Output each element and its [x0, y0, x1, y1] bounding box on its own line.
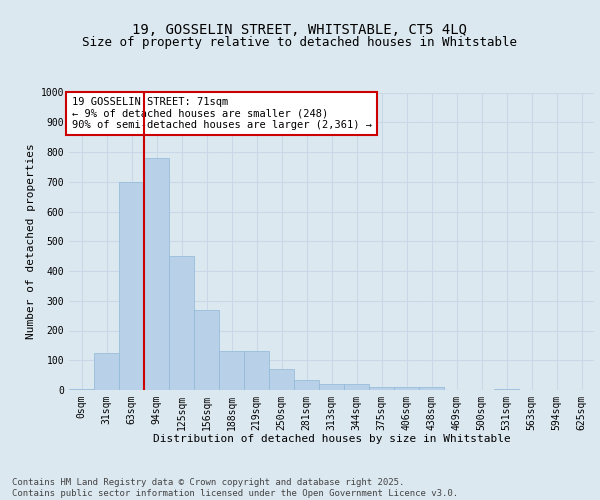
Text: Size of property relative to detached houses in Whitstable: Size of property relative to detached ho…: [83, 36, 517, 49]
Bar: [94, 353, 119, 390]
Bar: [369, 387, 394, 390]
Bar: [394, 387, 419, 390]
Bar: [194, 310, 219, 390]
Bar: [294, 380, 319, 390]
Bar: [269, 369, 294, 390]
Bar: [69, 388, 94, 390]
Bar: [144, 158, 169, 390]
Bar: [219, 352, 244, 390]
Bar: [119, 182, 144, 390]
Bar: [319, 384, 344, 390]
Y-axis label: Number of detached properties: Number of detached properties: [26, 144, 37, 339]
Text: 19 GOSSELIN STREET: 71sqm
← 9% of detached houses are smaller (248)
90% of semi-: 19 GOSSELIN STREET: 71sqm ← 9% of detach…: [71, 97, 371, 130]
Bar: [169, 256, 194, 390]
Bar: [244, 352, 269, 390]
Text: Contains HM Land Registry data © Crown copyright and database right 2025.
Contai: Contains HM Land Registry data © Crown c…: [12, 478, 458, 498]
Text: 19, GOSSELIN STREET, WHITSTABLE, CT5 4LQ: 19, GOSSELIN STREET, WHITSTABLE, CT5 4LQ: [133, 22, 467, 36]
X-axis label: Distribution of detached houses by size in Whitstable: Distribution of detached houses by size …: [152, 434, 511, 444]
Bar: [344, 384, 369, 390]
Bar: [419, 387, 444, 390]
Bar: [494, 388, 519, 390]
